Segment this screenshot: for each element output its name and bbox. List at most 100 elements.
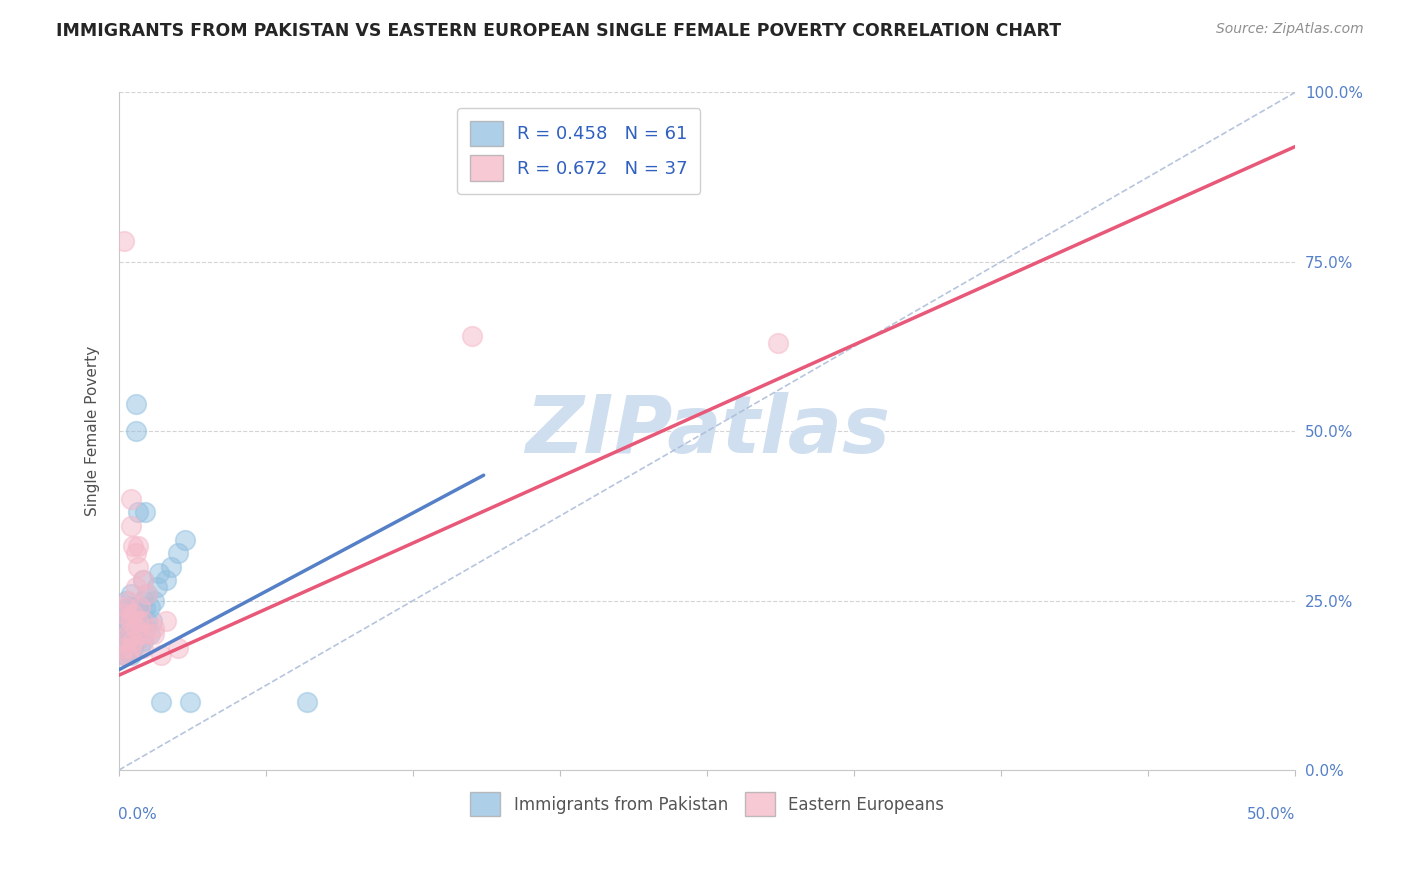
Point <box>122 640 145 655</box>
Point <box>129 621 152 635</box>
Point <box>136 587 159 601</box>
Point <box>115 640 138 655</box>
Point <box>143 593 166 607</box>
Point <box>120 607 142 621</box>
Point <box>112 607 135 621</box>
Point <box>115 600 138 615</box>
Point <box>112 648 135 662</box>
Point <box>124 621 146 635</box>
Y-axis label: Single Female Poverty: Single Female Poverty <box>86 346 100 516</box>
Point <box>131 593 153 607</box>
Point <box>461 329 484 343</box>
Point <box>179 695 201 709</box>
Point <box>110 640 132 655</box>
Point <box>117 634 139 648</box>
Point <box>155 614 177 628</box>
Point <box>112 621 135 635</box>
Point <box>136 627 159 641</box>
Point <box>122 600 145 615</box>
Point <box>112 235 135 249</box>
Point <box>159 559 181 574</box>
Point <box>124 634 146 648</box>
Point <box>141 614 163 628</box>
Point <box>117 621 139 635</box>
Point <box>122 540 145 554</box>
Point <box>124 546 146 560</box>
Point <box>134 600 156 615</box>
Point <box>174 533 197 547</box>
Point <box>120 627 142 641</box>
Point <box>124 607 146 621</box>
Point <box>143 621 166 635</box>
Point <box>110 614 132 628</box>
Point <box>110 648 132 662</box>
Point <box>138 600 160 615</box>
Point <box>138 627 160 641</box>
Point <box>166 546 188 560</box>
Point <box>143 627 166 641</box>
Point <box>112 607 135 621</box>
Point <box>131 574 153 588</box>
Point <box>115 614 138 628</box>
Point <box>127 614 149 628</box>
Point <box>120 621 142 635</box>
Point <box>120 519 142 533</box>
Point <box>122 607 145 621</box>
Point <box>120 640 142 655</box>
Point <box>115 648 138 662</box>
Point <box>127 559 149 574</box>
Point <box>124 580 146 594</box>
Point <box>112 634 135 648</box>
Point <box>117 614 139 628</box>
Text: IMMIGRANTS FROM PAKISTAN VS EASTERN EUROPEAN SINGLE FEMALE POVERTY CORRELATION C: IMMIGRANTS FROM PAKISTAN VS EASTERN EURO… <box>56 22 1062 40</box>
Point <box>117 640 139 655</box>
Point <box>131 634 153 648</box>
Text: 50.0%: 50.0% <box>1247 807 1295 822</box>
Text: Source: ZipAtlas.com: Source: ZipAtlas.com <box>1216 22 1364 37</box>
Point <box>136 587 159 601</box>
Point <box>122 634 145 648</box>
Point <box>124 424 146 438</box>
Point <box>127 506 149 520</box>
Point <box>120 634 142 648</box>
Point <box>110 614 132 628</box>
Legend: Immigrants from Pakistan, Eastern Europeans: Immigrants from Pakistan, Eastern Europe… <box>464 786 950 822</box>
Point <box>112 640 135 655</box>
Point <box>127 627 149 641</box>
Point <box>110 627 132 641</box>
Point <box>117 648 139 662</box>
Point <box>131 640 153 655</box>
Point <box>148 566 170 581</box>
Point <box>122 614 145 628</box>
Point <box>120 648 142 662</box>
Text: 0.0%: 0.0% <box>118 807 156 822</box>
Point <box>129 600 152 615</box>
Point <box>150 695 173 709</box>
Point <box>131 614 153 628</box>
Point <box>297 695 319 709</box>
Point <box>117 593 139 607</box>
Point <box>131 574 153 588</box>
Point <box>127 540 149 554</box>
Point <box>150 648 173 662</box>
Point <box>115 627 138 641</box>
Point <box>166 640 188 655</box>
Point <box>134 506 156 520</box>
Point <box>134 621 156 635</box>
Point <box>120 587 142 601</box>
Point <box>115 593 138 607</box>
Point <box>136 614 159 628</box>
Point <box>155 574 177 588</box>
Point <box>124 397 146 411</box>
Point <box>122 627 145 641</box>
Point <box>115 634 138 648</box>
Point <box>127 600 149 615</box>
Point <box>766 336 789 351</box>
Point <box>131 614 153 628</box>
Point <box>117 600 139 615</box>
Text: ZIPatlas: ZIPatlas <box>524 392 890 470</box>
Point <box>127 614 149 628</box>
Point <box>129 640 152 655</box>
Point <box>120 614 142 628</box>
Point <box>117 627 139 641</box>
